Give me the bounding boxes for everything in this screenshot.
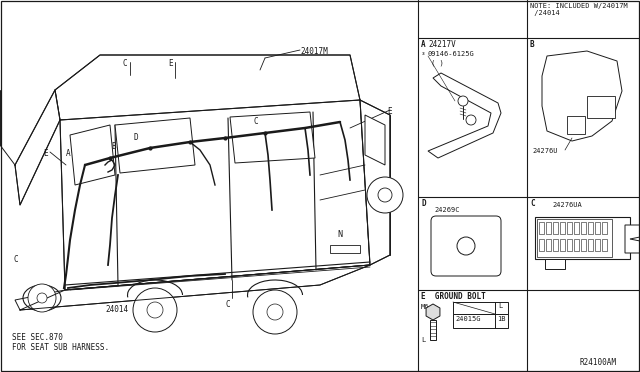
FancyBboxPatch shape bbox=[431, 216, 501, 276]
Text: 24276U: 24276U bbox=[532, 148, 557, 154]
Text: 24017M: 24017M bbox=[300, 47, 328, 56]
Text: SEE SEC.870
FOR SEAT SUB HARNESS.: SEE SEC.870 FOR SEAT SUB HARNESS. bbox=[12, 333, 109, 352]
Text: A: A bbox=[66, 149, 70, 158]
Bar bbox=[567, 116, 585, 134]
Text: L: L bbox=[421, 337, 425, 343]
Bar bbox=[546, 239, 551, 251]
Bar bbox=[453, 314, 508, 328]
Text: E  GROUND BOLT: E GROUND BOLT bbox=[421, 292, 486, 301]
Bar bbox=[537, 219, 612, 257]
Text: E: E bbox=[169, 59, 173, 68]
Text: NOTE: INCLUDED W/24017M
 /24014: NOTE: INCLUDED W/24017M /24014 bbox=[530, 3, 628, 16]
Circle shape bbox=[28, 284, 56, 312]
Text: 24276UA: 24276UA bbox=[552, 202, 582, 208]
Bar bbox=[602, 222, 607, 234]
Text: C: C bbox=[253, 117, 259, 126]
Polygon shape bbox=[115, 118, 195, 173]
Polygon shape bbox=[365, 115, 385, 165]
Polygon shape bbox=[360, 100, 390, 265]
Circle shape bbox=[133, 288, 177, 332]
Bar bbox=[588, 239, 593, 251]
Polygon shape bbox=[15, 90, 60, 205]
Bar bbox=[602, 239, 607, 251]
Bar bbox=[587, 96, 615, 118]
Polygon shape bbox=[545, 259, 565, 269]
Polygon shape bbox=[542, 51, 622, 141]
Bar bbox=[560, 239, 565, 251]
Text: C: C bbox=[13, 255, 19, 264]
Text: B: B bbox=[530, 40, 534, 49]
Text: ( ): ( ) bbox=[431, 60, 444, 67]
Bar bbox=[560, 222, 565, 234]
Text: 09146-6125G: 09146-6125G bbox=[428, 51, 475, 57]
Bar bbox=[588, 222, 593, 234]
Text: C: C bbox=[226, 300, 230, 309]
Circle shape bbox=[267, 304, 283, 320]
Bar bbox=[453, 302, 508, 314]
Text: 24014: 24014 bbox=[105, 305, 128, 314]
Text: C: C bbox=[530, 199, 534, 208]
Bar bbox=[553, 222, 558, 234]
Text: R24100AM: R24100AM bbox=[580, 358, 617, 367]
Bar bbox=[581, 239, 586, 251]
Bar bbox=[553, 239, 558, 251]
Bar bbox=[546, 222, 551, 234]
Bar bbox=[539, 239, 544, 251]
Polygon shape bbox=[625, 225, 640, 253]
Text: 24269C: 24269C bbox=[434, 207, 460, 213]
Text: C: C bbox=[123, 59, 127, 68]
Bar bbox=[330, 245, 360, 253]
Circle shape bbox=[37, 293, 47, 303]
Circle shape bbox=[457, 237, 475, 255]
Polygon shape bbox=[55, 55, 360, 120]
Bar bbox=[574, 239, 579, 251]
Bar bbox=[595, 222, 600, 234]
Bar bbox=[581, 222, 586, 234]
Circle shape bbox=[458, 96, 468, 106]
Bar bbox=[574, 222, 579, 234]
Bar bbox=[539, 222, 544, 234]
Bar bbox=[535, 217, 630, 259]
Text: 24015G: 24015G bbox=[455, 316, 481, 322]
Text: M6: M6 bbox=[421, 304, 429, 310]
Circle shape bbox=[147, 302, 163, 318]
Bar bbox=[567, 222, 572, 234]
Polygon shape bbox=[426, 304, 440, 320]
Text: L: L bbox=[498, 303, 502, 309]
Text: D: D bbox=[421, 199, 426, 208]
Text: ³: ³ bbox=[421, 51, 426, 60]
Circle shape bbox=[378, 188, 392, 202]
Bar bbox=[595, 239, 600, 251]
Text: E: E bbox=[388, 107, 392, 116]
Text: D: D bbox=[134, 133, 138, 142]
Polygon shape bbox=[15, 265, 370, 310]
Bar bbox=[567, 239, 572, 251]
Polygon shape bbox=[428, 73, 501, 158]
Circle shape bbox=[253, 290, 297, 334]
Bar bbox=[430, 320, 436, 340]
Text: B: B bbox=[112, 142, 116, 151]
Text: 24217V: 24217V bbox=[428, 40, 456, 49]
Polygon shape bbox=[230, 112, 315, 163]
Polygon shape bbox=[60, 100, 370, 290]
Text: 1B: 1B bbox=[497, 316, 506, 322]
Circle shape bbox=[466, 115, 476, 125]
Circle shape bbox=[367, 177, 403, 213]
Polygon shape bbox=[70, 125, 115, 185]
Text: E: E bbox=[44, 149, 48, 158]
Text: N: N bbox=[337, 230, 342, 239]
Text: A: A bbox=[421, 40, 426, 49]
